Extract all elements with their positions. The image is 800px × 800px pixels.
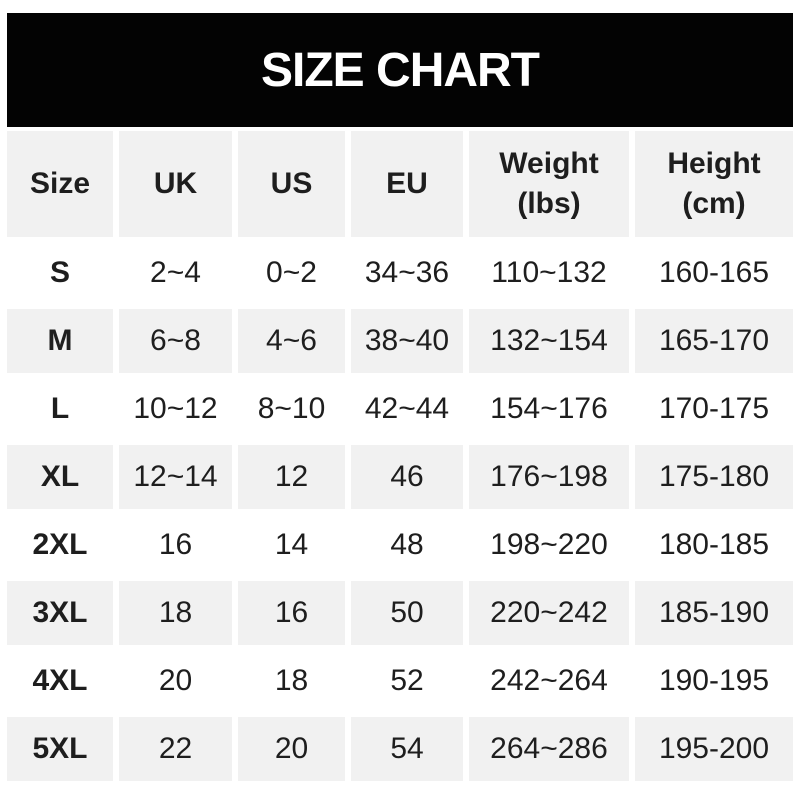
cell-us: 20 (238, 717, 345, 781)
table-row-5xl: 5XL 22 20 54 264~286 195-200 (7, 717, 793, 781)
table-row-s: S 2~4 0~2 34~36 110~132 160-165 (7, 241, 793, 305)
cell-weight: 176~198 (469, 445, 629, 509)
column-header-eu: EU (351, 131, 463, 237)
cell-size: 3XL (7, 581, 113, 645)
cell-height: 180-185 (658, 528, 770, 561)
cell-eu: 38~40 (351, 309, 463, 373)
cell-height: 160-165 (658, 256, 770, 289)
cell-height: 195-200 (635, 717, 793, 781)
cell-weight: 264~286 (469, 717, 629, 781)
header-row: Size UK US EU Weight (lbs) Height (cm) (7, 131, 793, 237)
cell-uk: 16 (158, 528, 193, 561)
cell-uk: 20 (158, 664, 193, 697)
cell-size: XL (7, 445, 113, 509)
cell-size: M (7, 309, 113, 373)
cell-us: 0~2 (266, 256, 317, 289)
cell-us: 8~10 (257, 392, 326, 425)
cell-size: S (49, 256, 70, 289)
column-header-uk: UK (119, 131, 232, 237)
cell-eu: 54 (351, 717, 463, 781)
cell-size: L (50, 392, 70, 425)
table-row-4xl: 4XL 20 18 52 242~264 190-195 (7, 649, 793, 713)
cell-uk: 12~14 (119, 445, 232, 509)
size-chart-banner: SIZE CHART (7, 13, 793, 127)
cell-weight: 220~242 (469, 581, 629, 645)
cell-weight: 154~176 (490, 392, 608, 425)
table-row-3xl: 3XL 18 16 50 220~242 185-190 (7, 581, 793, 645)
cell-us: 14 (274, 528, 309, 561)
column-header-us: US (238, 131, 345, 237)
cell-us: 16 (238, 581, 345, 645)
cell-height: 165-170 (635, 309, 793, 373)
cell-weight: 198~220 (490, 528, 608, 561)
table-row-m: M 6~8 4~6 38~40 132~154 165-170 (7, 309, 793, 373)
banner-title: SIZE CHART (261, 43, 540, 97)
cell-uk: 2~4 (150, 256, 201, 289)
cell-height: 190-195 (658, 664, 770, 697)
cell-height: 170-175 (658, 392, 770, 425)
cell-uk: 22 (119, 717, 232, 781)
table-row-l: L 10~12 8~10 42~44 154~176 170-175 (7, 377, 793, 441)
cell-us: 18 (274, 664, 309, 697)
column-header-weight: Weight (lbs) (469, 131, 629, 237)
cell-eu: 46 (351, 445, 463, 509)
cell-height: 185-190 (635, 581, 793, 645)
cell-weight: 242~264 (490, 664, 608, 697)
column-header-size: Size (7, 131, 113, 237)
cell-uk: 18 (119, 581, 232, 645)
column-header-height: Height (cm) (635, 131, 793, 237)
cell-eu: 34~36 (364, 256, 450, 289)
cell-height: 175-180 (635, 445, 793, 509)
size-chart-table: Size UK US EU Weight (lbs) Height (cm) S… (1, 127, 799, 785)
cell-weight: 110~132 (491, 256, 607, 289)
cell-size: 5XL (7, 717, 113, 781)
cell-size: 4XL (32, 664, 88, 697)
cell-uk: 10~12 (133, 392, 218, 425)
table-row-xl: XL 12~14 12 46 176~198 175-180 (7, 445, 793, 509)
cell-size: 2XL (32, 528, 88, 561)
cell-eu: 50 (351, 581, 463, 645)
cell-eu: 48 (390, 528, 424, 561)
table-row-2xl: 2XL 16 14 48 198~220 180-185 (7, 513, 793, 577)
cell-us: 12 (238, 445, 345, 509)
cell-uk: 6~8 (119, 309, 232, 373)
cell-eu: 42~44 (364, 392, 450, 425)
cell-weight: 132~154 (469, 309, 629, 373)
cell-us: 4~6 (238, 309, 345, 373)
cell-eu: 52 (390, 664, 424, 697)
